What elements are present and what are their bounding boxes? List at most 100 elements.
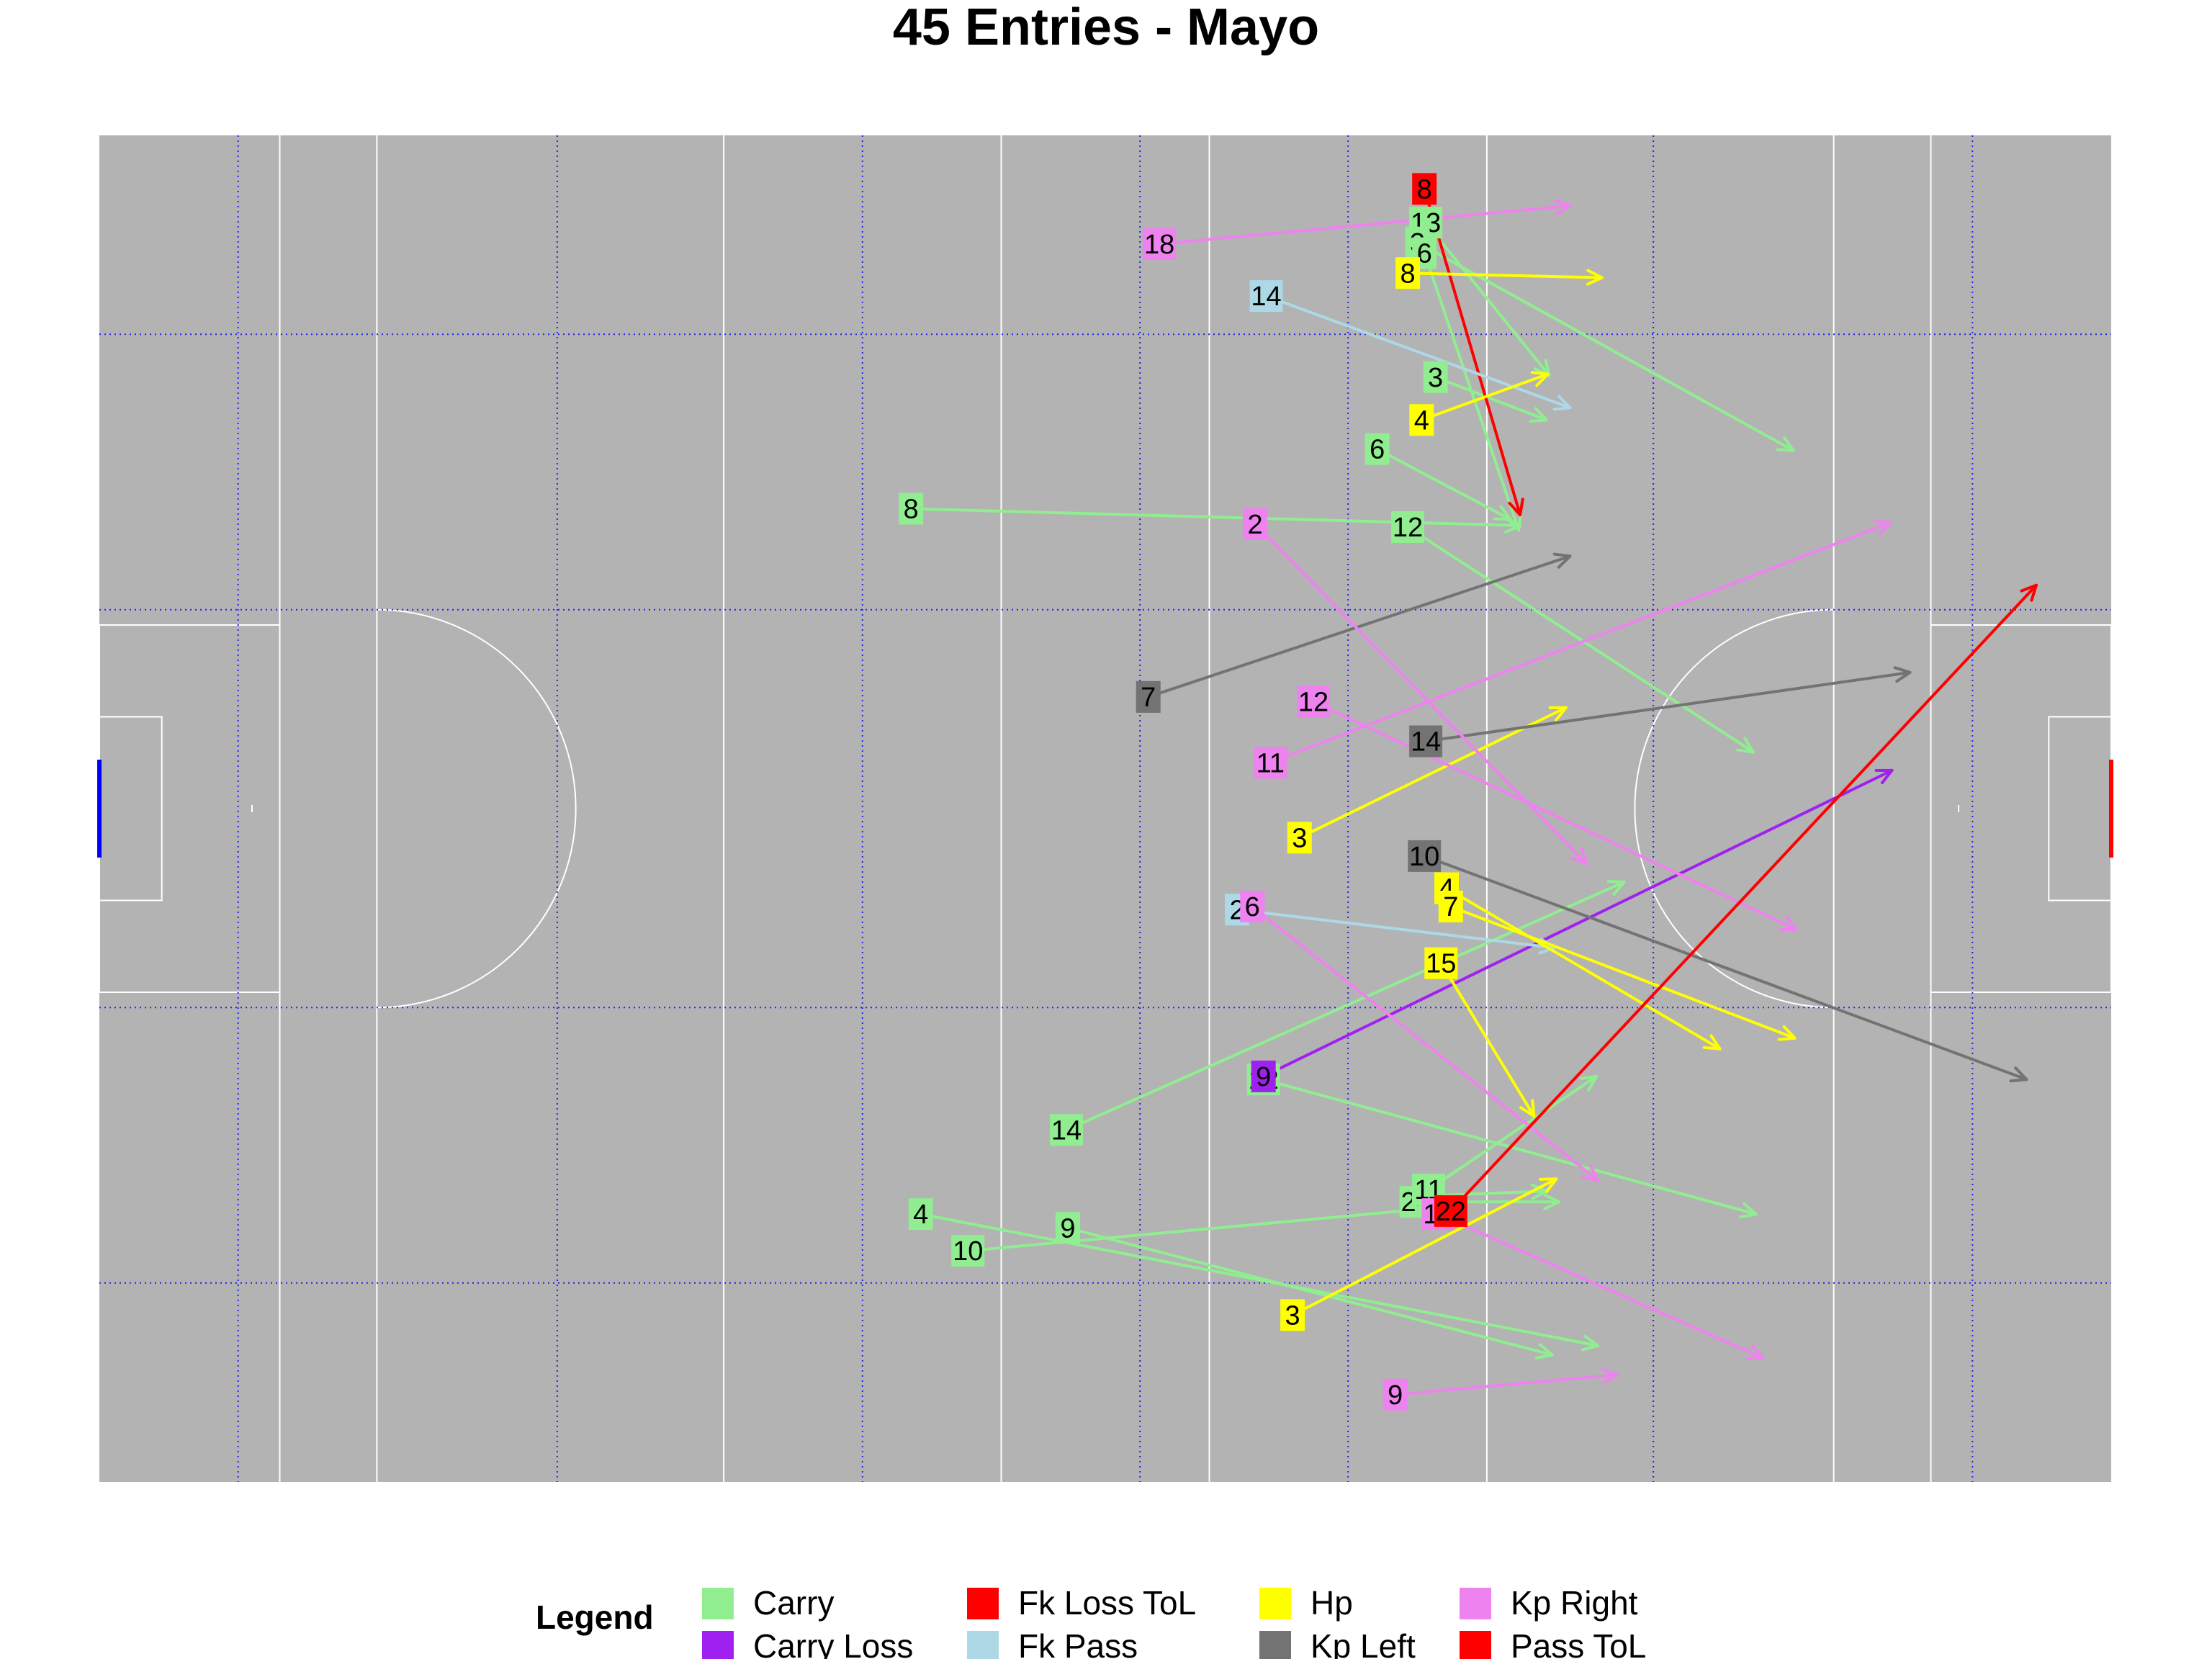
entry-label: 14 [1409,725,1443,757]
entry-label: 3 [1287,822,1312,854]
entry-arrowhead [1548,706,1568,722]
entry-arrow [1158,204,1572,246]
entry-label-text: 8 [1400,258,1415,289]
entry-label-text: 18 [1144,230,1174,260]
entry-label: 9 [1055,1212,1080,1244]
entry-arrowhead [1745,1344,1765,1360]
entry-label-text: 12 [1393,513,1423,543]
pitch-background [99,135,2111,1482]
entry-label-text: 4 [913,1200,928,1230]
entry-arrowhead [1702,1034,1722,1051]
entry-arrow [1449,905,1797,1040]
entry-arrowhead [2009,1066,2028,1083]
entry-label-box [1280,1299,1305,1331]
entry-label: 6 [1364,433,1390,465]
entry-label: 11 [1254,747,1287,779]
entry-arrowhead [1519,1099,1536,1118]
entry-arrowhead [1530,371,1550,387]
entry-label-box [1297,685,1331,718]
entry-arrow [1423,854,2028,1082]
entry-arrowhead [1493,505,1512,521]
legend-label: Carry Loss [753,1627,913,1659]
labels-layer: 8123613361441092091211982148434715371410… [899,173,1467,1411]
entry-label: 8 [1395,257,1421,289]
entry-arrow [1424,221,1551,377]
entry-label-text: 10 [1409,842,1439,872]
entry-label: 4 [1409,404,1434,436]
entry-arrow [1423,187,1522,516]
entry-arrowhead [1893,666,1912,683]
entry-arrow [1375,447,1512,521]
entry-arrowhead [1579,1074,1599,1092]
entry-label: 2 [1243,508,1268,540]
right-arc [1634,608,1834,1009]
entry-label-box [1249,280,1283,313]
entry-label: 12 [1297,685,1331,718]
entry-label: 12 [1391,511,1425,543]
pitch [97,135,2113,1482]
legend-swatch [702,1631,734,1659]
entry-label-box [908,1198,933,1231]
entry-label-box [1243,508,1268,540]
entry-label-box [1055,1212,1080,1244]
legend-item: Hp [1256,1584,1353,1622]
legend-swatch [1259,1631,1291,1659]
entry-label-box [1364,433,1390,465]
entry-label-box [1287,822,1312,854]
entry-label-text: 6 [1417,239,1432,269]
legend-swatch [1460,1588,1491,1619]
entry-label-box [1395,257,1421,289]
entry-label-text: 15 [1426,949,1456,979]
entry-label-text: 3 [1292,823,1307,853]
legend-label: Kp Left [1310,1627,1416,1659]
entry-arrowhead [1586,269,1604,286]
entry-arrow [1254,522,1588,866]
legend-label: Pass ToL [1511,1627,1646,1659]
entry-label-box [899,493,924,525]
entry-arrow [1424,670,1912,743]
entry-arrowhead [1606,880,1626,896]
entry-arrowhead [1529,407,1548,423]
entry-arrowhead [1776,436,1795,452]
entry-label-box [1408,840,1442,872]
entry-arrow [1439,961,1536,1118]
legend-swatch [1259,1588,1291,1619]
entry-label-text: 2 [1248,510,1263,540]
legend-item: Carry [699,1584,834,1622]
legend: Legend Carry Carry Loss Fk Loss ToL Fk Pass… [536,1584,1646,1659]
entry-label-text: 6 [1245,892,1260,922]
entry-label: 10 [951,1235,985,1267]
entry-label-text: 7 [1443,892,1458,922]
entry-label-box [1424,947,1458,979]
legend-swatch [702,1588,734,1619]
entry-label: 8 [899,493,924,525]
entry-label-box [1434,1195,1467,1227]
entry-arrowhead [1874,768,1894,785]
legend-label: Carry [753,1584,834,1622]
entry-arrow [1262,768,1894,1078]
entry-arrowhead [1777,1025,1797,1041]
entry-label-text: 8 [1417,174,1432,204]
entry-label: 4 [908,1198,933,1231]
legend-swatch [967,1588,999,1619]
entry-label-box [1143,228,1177,260]
entry-label-text: 14 [1051,1115,1082,1146]
legend-item: Pass ToL [1457,1627,1646,1659]
entry-label: 6 [1240,891,1265,922]
entry-label-box [1254,747,1287,779]
entry-arrow [919,1213,1600,1347]
entry-label: 8 [1412,173,1437,205]
legend-label: Kp Right [1511,1584,1638,1622]
legend-item: Fk Loss ToL [964,1584,1196,1622]
entry-label-box [1240,891,1265,922]
entry-arrow [966,1206,1437,1253]
entry-arrowhead [2020,583,2038,602]
chart-title: 45 Entries - Mayo [893,0,1319,56]
entry-label: 3 [1280,1299,1305,1331]
entry-arrow [1251,905,1600,1182]
entry-arrow [1264,295,1572,410]
entry-label: 14 [1050,1114,1084,1146]
entry-label-text: 4 [1414,405,1429,436]
entry-label-text: 7 [1141,683,1156,713]
